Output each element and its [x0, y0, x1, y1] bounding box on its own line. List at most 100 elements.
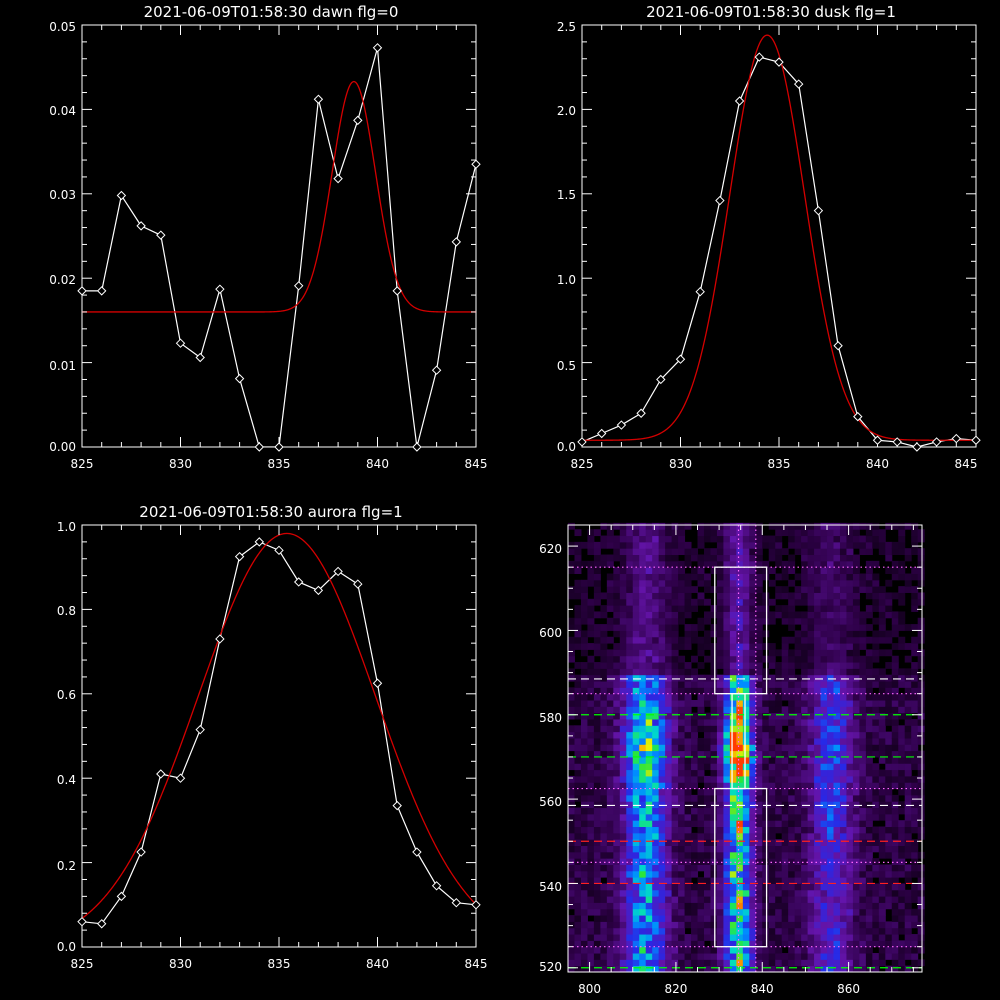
heatmap-cell	[833, 807, 841, 815]
heatmap-cell	[865, 953, 873, 960]
heatmap-cell	[911, 870, 919, 878]
heatmap-cell	[658, 826, 666, 834]
heatmap-cell	[891, 946, 899, 954]
heatmap-cell	[723, 605, 731, 612]
heatmap-cell	[736, 953, 744, 960]
heatmap-cell	[775, 592, 783, 600]
heatmap-cell	[568, 744, 575, 752]
heatmap-cell	[703, 921, 711, 929]
heatmap-cell	[671, 693, 679, 701]
heatmap-cell	[859, 940, 867, 948]
heatmap-cell	[600, 636, 608, 644]
heatmap-cell	[801, 858, 809, 865]
heatmap-cell	[658, 870, 666, 878]
heatmap-cell	[781, 756, 789, 764]
heatmap-cell	[833, 788, 841, 796]
heatmap-cell	[885, 870, 893, 878]
heatmap-cell	[671, 965, 679, 973]
heatmap-cell	[788, 889, 796, 897]
heatmap-cell	[703, 548, 711, 556]
heatmap-cell	[807, 756, 815, 764]
heatmap-cell	[652, 934, 660, 941]
heatmap-cell	[904, 813, 912, 821]
heatmap-cell	[587, 750, 595, 758]
heatmap-cell	[632, 744, 640, 752]
heatmap-cell	[691, 965, 699, 973]
heatmap-cell	[639, 769, 647, 777]
heatmap-cell	[898, 832, 906, 840]
heatmap-cell	[723, 725, 731, 733]
heatmap-cell	[755, 801, 763, 809]
heatmap-cell	[749, 662, 757, 669]
heatmap-cell	[917, 706, 925, 714]
heatmap-cell	[729, 744, 737, 752]
heatmap-cell	[885, 788, 893, 796]
heatmap-cell	[762, 731, 770, 739]
heatmap-cell	[742, 554, 750, 562]
heatmap-cell	[658, 706, 666, 714]
heatmap-cell	[762, 769, 770, 777]
heatmap-cell	[606, 782, 614, 790]
heatmap-cell	[917, 712, 925, 720]
heatmap-cell	[736, 567, 744, 574]
heatmap-cell	[632, 769, 640, 777]
heatmap-cell	[671, 851, 679, 859]
heatmap-cell	[619, 763, 627, 771]
heatmap-cell	[852, 839, 860, 846]
heatmap-cell	[762, 630, 770, 638]
heatmap-cell	[639, 902, 647, 910]
heatmap-cell	[749, 858, 757, 865]
heatmap-cell	[723, 611, 731, 619]
heatmap-cell	[742, 934, 750, 941]
heatmap-cell	[736, 826, 744, 834]
heatmap-cell	[678, 750, 686, 758]
heatmap-cell	[697, 807, 705, 815]
heatmap-cell	[878, 548, 886, 556]
heatmap-cell	[587, 832, 595, 840]
heatmap-cell	[716, 655, 724, 663]
heatmap-cell	[580, 737, 588, 745]
y-tick-label: 580	[539, 711, 562, 725]
heatmap-cell	[645, 946, 653, 954]
heatmap-cell	[665, 896, 673, 903]
heatmap-cell	[671, 687, 679, 695]
heatmap-cell	[872, 706, 880, 714]
heatmap-cell	[878, 807, 886, 815]
heatmap-cell	[801, 573, 809, 581]
heatmap-cell	[678, 851, 686, 859]
heatmap-cell	[671, 737, 679, 745]
heatmap-cell	[827, 794, 834, 802]
heatmap-cell	[600, 718, 608, 726]
heatmap-cell	[678, 737, 686, 745]
heatmap-cell	[574, 794, 582, 802]
heatmap-cell	[891, 953, 899, 960]
heatmap-cell	[762, 794, 770, 802]
heatmap-cell	[846, 826, 854, 834]
heatmap-cell	[839, 700, 847, 707]
heatmap-cell	[613, 712, 621, 720]
heatmap-cell	[619, 617, 627, 625]
heatmap-cell	[626, 706, 634, 714]
heatmap-cell	[801, 756, 809, 764]
heatmap-cell	[600, 655, 608, 663]
heatmap-cell	[639, 826, 647, 834]
heatmap-cell	[568, 782, 575, 790]
data-point	[577, 437, 587, 447]
heatmap-cell	[814, 529, 822, 537]
heatmap-cell	[684, 548, 692, 556]
heatmap-cell	[665, 788, 673, 796]
heatmap-cell	[891, 807, 899, 815]
heatmap-cell	[639, 965, 647, 973]
heatmap-cell	[632, 826, 640, 834]
heatmap-cell	[898, 706, 906, 714]
heatmap-cell	[736, 807, 744, 815]
heatmap-cell	[807, 586, 815, 593]
heatmap-cell	[742, 636, 750, 644]
heatmap-cell	[600, 953, 608, 960]
heatmap-cell	[574, 712, 582, 720]
heatmap-cell	[671, 775, 679, 783]
heatmap-cell	[639, 567, 647, 574]
heatmap-cell	[691, 908, 699, 916]
heatmap-cell	[904, 782, 912, 790]
heatmap-cell	[691, 630, 699, 638]
